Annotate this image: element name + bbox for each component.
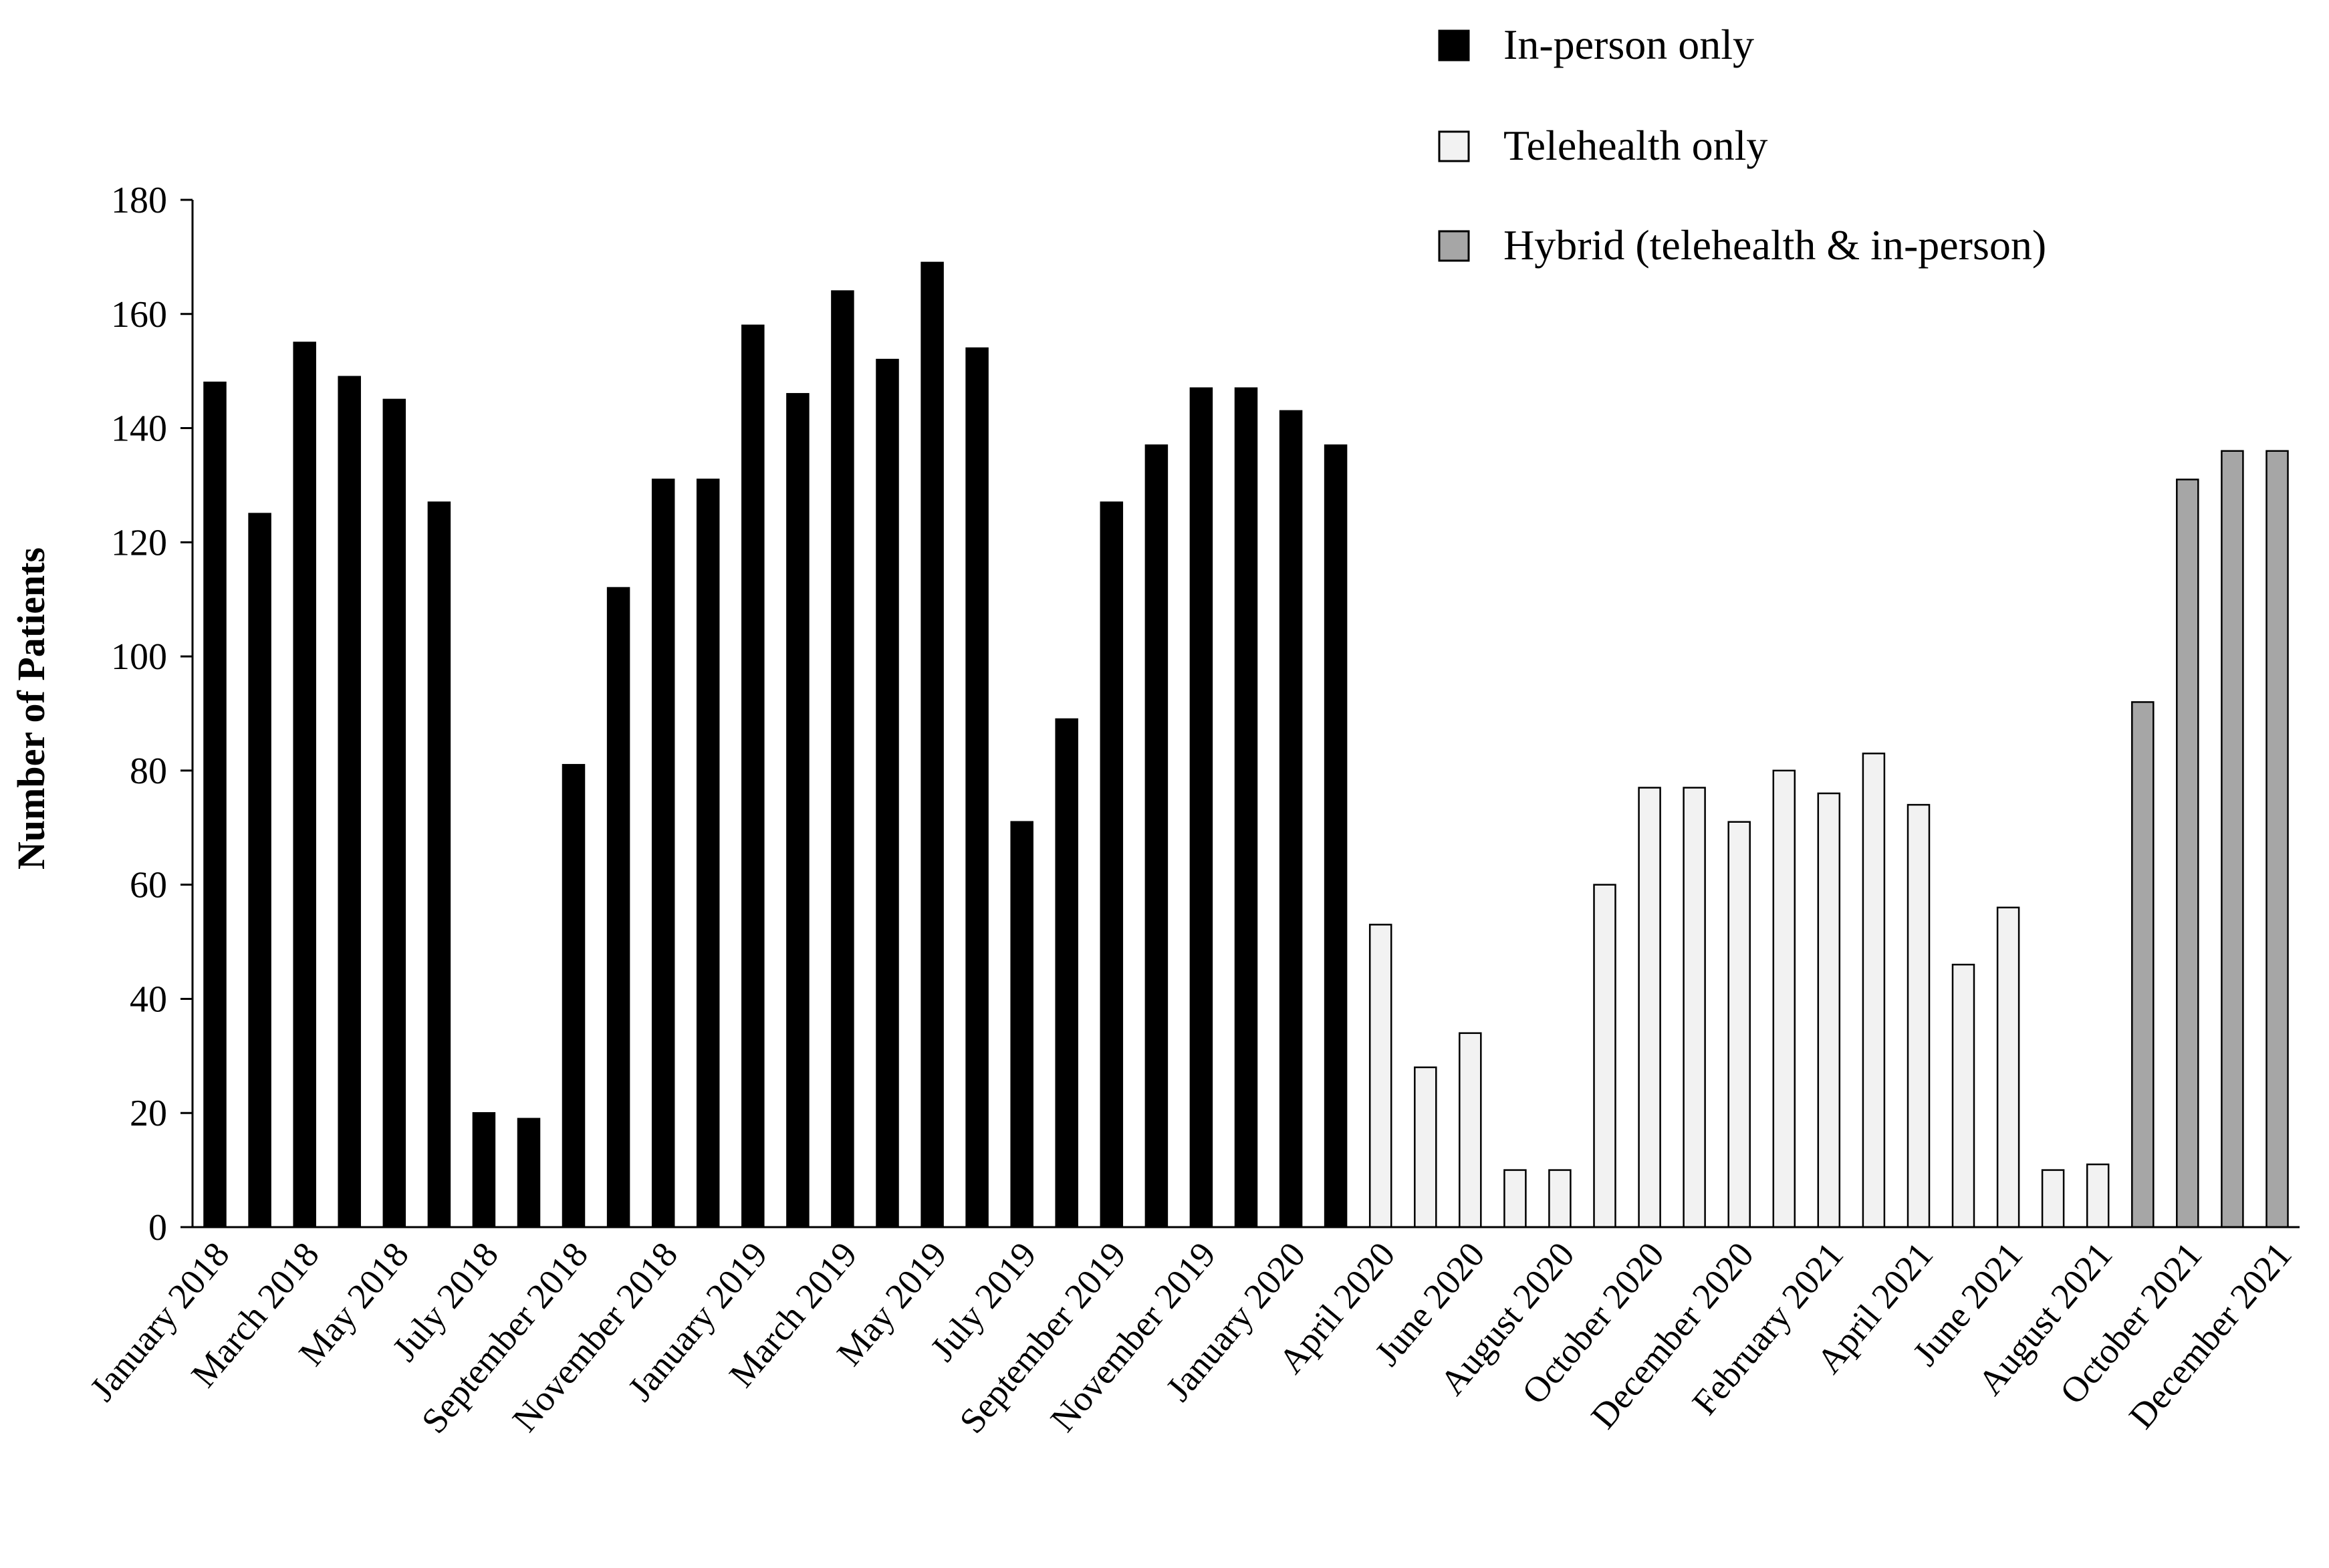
bar-hybrid-september-2021 <box>2131 701 2155 1228</box>
bar-telehealth-august-2020 <box>1548 1169 1572 1228</box>
bar-in-person-november-2018 <box>651 479 675 1228</box>
y-tick-label: 120 <box>111 522 167 563</box>
bar-in-person-december-2019 <box>1234 387 1258 1228</box>
legend-item-hybrid: Hybrid (telehealth & in-person) <box>1438 221 2046 269</box>
bar-telehealth-may-2021 <box>1951 963 1975 1228</box>
y-tick-label: 180 <box>111 180 167 221</box>
legend-swatch-telehealth <box>1438 130 1470 162</box>
bar-in-person-july-2018 <box>472 1112 496 1228</box>
bar-in-person-may-2018 <box>382 398 406 1228</box>
bar-in-person-march-2018 <box>293 342 316 1228</box>
bar-telehealth-november-2020 <box>1683 787 1706 1228</box>
y-axis-title: Number of Patients <box>9 547 53 870</box>
bar-telehealth-september-2020 <box>1593 884 1616 1228</box>
y-tick-label: 80 <box>130 751 167 792</box>
bar-telehealth-may-2020 <box>1414 1066 1437 1228</box>
bar-telehealth-february-2021 <box>1817 792 1841 1228</box>
y-tick-label: 60 <box>130 865 167 906</box>
bar-in-person-october-2018 <box>606 587 630 1228</box>
y-tick-label: 100 <box>111 636 167 678</box>
bar-in-person-march-2019 <box>831 290 854 1228</box>
bar-telehealth-april-2021 <box>1907 803 1931 1228</box>
bar-hybrid-november-2021 <box>2221 450 2244 1228</box>
bar-in-person-january-2018 <box>203 381 227 1228</box>
legend-label-in-person: In-person only <box>1503 21 1754 68</box>
legend-swatch-hybrid <box>1438 230 1470 262</box>
bar-in-person-december-2018 <box>696 479 720 1228</box>
bar-in-person-february-2018 <box>248 513 271 1228</box>
bar-in-person-november-2019 <box>1189 387 1213 1228</box>
y-tick-label: 140 <box>111 408 167 450</box>
bar-telehealth-july-2020 <box>1503 1169 1527 1228</box>
bar-in-person-october-2019 <box>1144 444 1169 1228</box>
legend-swatch-in-person <box>1438 29 1470 61</box>
bar-in-person-june-2019 <box>965 347 989 1228</box>
bar-telehealth-december-2020 <box>1727 821 1751 1228</box>
x-tick-label: December 2020 <box>1583 1234 1761 1436</box>
bar-in-person-july-2019 <box>1010 821 1033 1228</box>
legend-label-telehealth: Telehealth only <box>1503 122 1767 169</box>
bar-in-person-january-2020 <box>1279 410 1303 1228</box>
bar-in-person-august-2019 <box>1055 718 1078 1228</box>
y-tick-label: 160 <box>111 294 167 336</box>
bars <box>203 261 2289 1228</box>
bar-in-person-february-2020 <box>1324 444 1348 1228</box>
bar-in-person-august-2018 <box>517 1118 541 1228</box>
bar-in-person-may-2019 <box>921 261 944 1228</box>
y-axis: 0 20 40 60 80 100 120 140 160 180 <box>111 180 194 1249</box>
bar-in-person-june-2018 <box>427 501 451 1228</box>
bar-telehealth-april-2020 <box>1368 924 1392 1228</box>
bar-in-person-february-2019 <box>786 393 810 1228</box>
legend: In-person only Telehealth only Hybrid (tel… <box>1438 21 2046 269</box>
legend-label-hybrid: Hybrid (telehealth & in-person) <box>1503 221 2046 269</box>
legend-item-telehealth: Telehealth only <box>1438 122 1767 169</box>
bar-telehealth-june-2020 <box>1459 1032 1482 1228</box>
bar-hybrid-december-2021 <box>2265 450 2289 1228</box>
bar-telehealth-june-2021 <box>1996 906 2020 1228</box>
bar-telehealth-august-2021 <box>2086 1163 2110 1228</box>
bar-in-person-september-2019 <box>1100 501 1124 1228</box>
bar-telehealth-january-2021 <box>1772 769 1796 1228</box>
bar-telehealth-october-2020 <box>1638 787 1661 1228</box>
x-tick-label: December 2021 <box>2121 1234 2300 1436</box>
bar-hybrid-october-2021 <box>2176 479 2199 1228</box>
y-tick-label: 40 <box>130 978 167 1020</box>
y-tick-label: 20 <box>130 1093 167 1134</box>
bar-telehealth-march-2021 <box>1862 753 1886 1228</box>
bar-in-person-april-2019 <box>876 358 899 1228</box>
bar-in-person-september-2018 <box>562 764 586 1228</box>
bar-in-person-january-2019 <box>741 324 765 1228</box>
y-tick-label: 0 <box>148 1207 167 1249</box>
bar-in-person-april-2018 <box>338 376 361 1228</box>
bar-telehealth-july-2021 <box>2041 1169 2065 1228</box>
legend-item-in-person: In-person only <box>1438 21 1754 68</box>
